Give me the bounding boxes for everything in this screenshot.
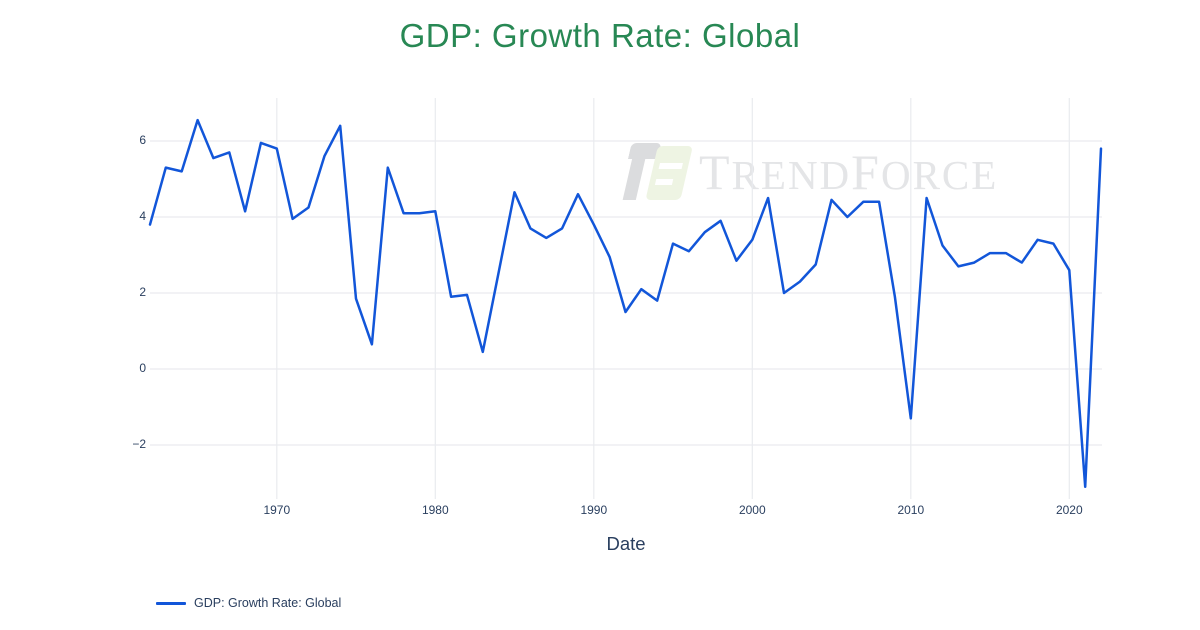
y-tick-label: 6 xyxy=(139,133,146,147)
legend-label: GDP: Growth Rate: Global xyxy=(194,596,342,610)
x-tick-label: 1980 xyxy=(421,503,449,517)
x-tick-label: 1990 xyxy=(580,503,608,517)
watermark-letter: F xyxy=(851,144,881,200)
y-tick-label: 0 xyxy=(139,361,146,375)
y-tick-label: 2 xyxy=(139,285,146,299)
watermark-letters: REND xyxy=(731,152,852,198)
watermark-letter: T xyxy=(699,144,732,200)
x-tick-label: 2020 xyxy=(1055,503,1083,517)
watermark-letters: ORCE xyxy=(880,152,999,198)
x-tick-label: 2000 xyxy=(738,503,766,517)
y-tick-label: −2 xyxy=(132,437,146,451)
legend-line-swatch xyxy=(156,601,186,605)
x-axis-title: Date xyxy=(606,533,646,554)
x-tick-label: 2010 xyxy=(897,503,925,517)
y-tick-label: 4 xyxy=(139,209,146,223)
x-tick-label: 1970 xyxy=(263,503,291,517)
chart-title: GDP: Growth Rate: Global xyxy=(399,17,801,54)
trendforce-watermark-text: T REND F ORCE xyxy=(699,147,998,197)
legend-item[interactable]: GDP: Growth Rate: Global xyxy=(156,596,341,610)
